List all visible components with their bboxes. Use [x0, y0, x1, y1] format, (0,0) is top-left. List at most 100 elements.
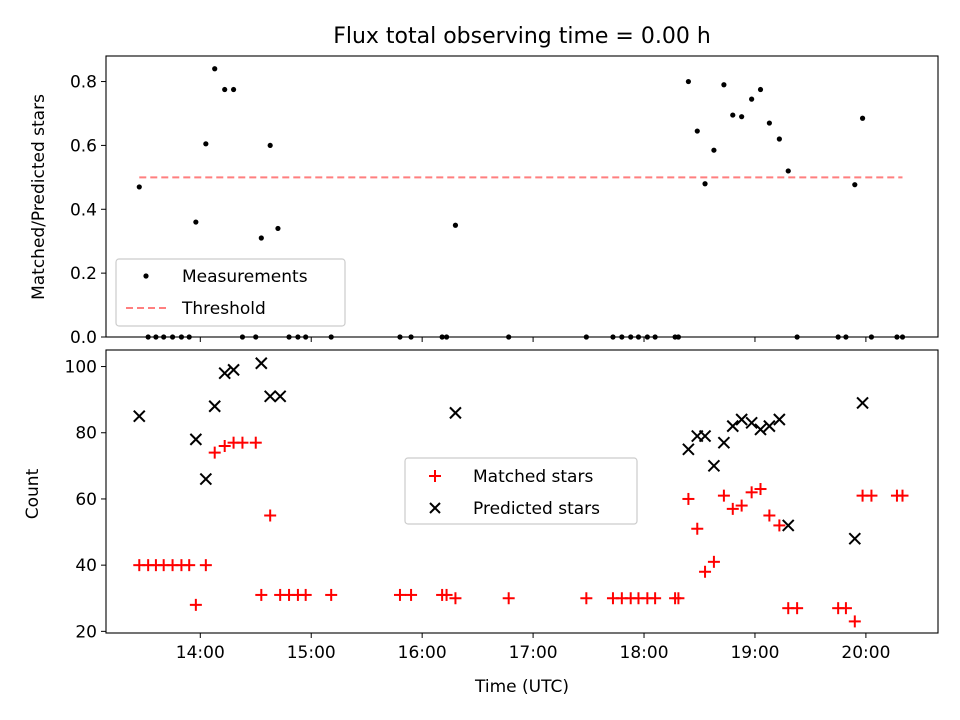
predicted-star-point: [208, 400, 221, 413]
matched-star-point: [896, 489, 909, 502]
matched-star-point: [745, 486, 758, 499]
predicted-star-point: [449, 406, 462, 420]
bottom-y-axis-label: Count: [23, 468, 43, 519]
x-tick-label: 17:00: [509, 643, 558, 663]
measurement-point: [739, 114, 745, 120]
matched-star-point: [189, 598, 202, 611]
matched-star-point: [763, 509, 776, 522]
matched-legend-label: Matched stars: [473, 467, 593, 487]
top-legend: Measurements Threshold: [115, 258, 346, 327]
matched-star-point: [865, 489, 878, 502]
matched-star-point: [699, 565, 712, 578]
measurement-point: [452, 222, 459, 228]
matched-star-point: [183, 559, 196, 572]
matched-star-point: [299, 588, 312, 601]
matched-star-point: [255, 588, 268, 601]
predicted-star-point: [273, 390, 287, 403]
predicted-star-point: [848, 532, 862, 545]
top-y-tick-label: 0.2: [70, 264, 97, 284]
measurement-point: [730, 112, 736, 118]
measurement-point: [766, 120, 772, 126]
matched-star-point: [405, 588, 418, 601]
measurement-point: [757, 86, 764, 93]
bottom-y-tick-label: 40: [75, 556, 97, 576]
bottom-panel: 20 40 60 80 100 14:00 15:00 16:00 17:00 18:00 19:0…: [65, 349, 939, 663]
top-legend-box: [115, 258, 346, 327]
matched-star-point: [208, 446, 221, 459]
bottom-y-tick-label: 80: [75, 424, 97, 444]
x-tick-label: 20:00: [841, 643, 890, 663]
measurement-point: [711, 147, 717, 153]
measurement-point: [275, 225, 281, 232]
bottom-legend: Matched stars Predicted stars: [404, 457, 638, 525]
measurement-point: [702, 181, 708, 187]
measurements-legend-marker: [143, 273, 149, 279]
matched-star-point: [264, 509, 277, 522]
top-panel: 0.0 0.2 0.4 0.6 0.8: [70, 55, 939, 348]
bottom-x-axis-label: Time (UTC): [474, 677, 569, 697]
matched-star-point: [449, 592, 462, 605]
top-plot-frame: [105, 55, 939, 338]
predicted-star-point: [773, 413, 786, 426]
predicted-legend-marker: [429, 502, 441, 514]
predicted-star-point: [726, 419, 739, 433]
measurement-point: [859, 115, 866, 121]
predicted-star-point: [735, 413, 748, 426]
predicted-star-point: [763, 419, 776, 433]
predicted-star-point: [227, 363, 240, 377]
measurement-point: [785, 168, 791, 174]
matched-star-point: [773, 519, 786, 532]
predicted-star-point: [698, 429, 712, 443]
matched-star-point: [691, 522, 704, 535]
matched-star-point: [440, 588, 453, 601]
matched-star-point: [580, 592, 593, 605]
matched-star-point: [249, 436, 262, 449]
measurement-point: [212, 66, 218, 72]
predicted-star-point: [717, 436, 731, 449]
matched-star-point: [682, 492, 695, 505]
matched-star-point: [236, 436, 249, 449]
matched-star-point: [199, 559, 212, 572]
predicted-star-point: [682, 443, 695, 456]
predicted-star-point: [255, 357, 268, 370]
threshold-legend-label: Threshold: [181, 299, 266, 319]
measurement-point: [852, 182, 858, 188]
matched-star-point: [707, 555, 720, 568]
top-y-tick-label: 0.6: [70, 136, 97, 156]
matched-star-point: [502, 592, 515, 605]
matched-star-point: [735, 499, 748, 512]
predicted-star-point: [707, 459, 721, 473]
top-y-tick-label: 0.0: [70, 328, 97, 348]
predicted-star-point: [754, 423, 767, 436]
predicted-star-point: [189, 433, 203, 446]
bottom-plot-frame: [105, 349, 939, 634]
top-y-tick-label: 0.4: [70, 200, 97, 220]
predicted-star-point: [199, 472, 213, 486]
measurement-point: [258, 235, 264, 241]
x-tick-label: 18:00: [620, 643, 669, 663]
matched-legend-marker: [429, 470, 441, 482]
x-tick-label: 14:00: [176, 643, 225, 663]
measurement-point: [230, 86, 237, 93]
predicted-legend-label: Predicted stars: [473, 499, 600, 519]
predicted-star-point: [263, 390, 277, 403]
matched-star-point: [791, 602, 804, 615]
predicted-star-point: [782, 519, 795, 532]
measurement-point: [749, 96, 755, 102]
matched-star-point: [649, 592, 662, 605]
measurements-legend-label: Measurements: [182, 267, 308, 287]
bottom-y-tick-label: 20: [75, 622, 97, 642]
x-tick-label: 16:00: [398, 643, 447, 663]
measurement-point: [222, 86, 228, 93]
top-chart-title: Flux total observing time = 0.00 h: [333, 24, 711, 49]
matched-star-point: [726, 502, 739, 515]
measurement-point: [685, 78, 692, 85]
bottom-y-tick-label: 100: [65, 358, 97, 378]
measurement-point: [776, 136, 782, 142]
x-tick-label: 15:00: [287, 643, 336, 663]
matched-star-point: [672, 592, 685, 605]
matched-star-point: [218, 439, 231, 452]
x-tick-label: 19:00: [730, 643, 779, 663]
predicted-star-point: [856, 396, 869, 410]
